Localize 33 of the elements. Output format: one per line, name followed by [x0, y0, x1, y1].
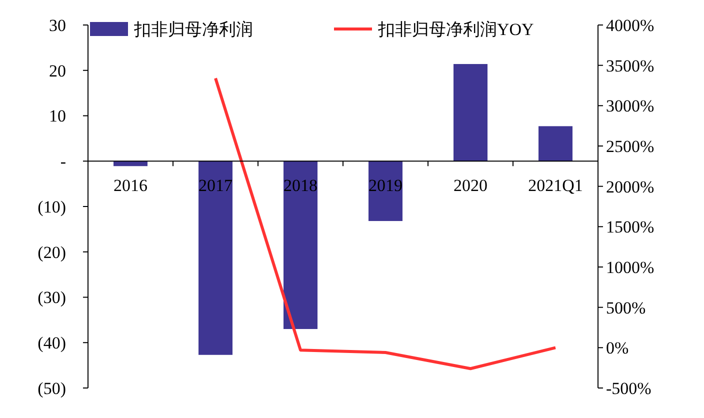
y-tick-label: 10: [49, 106, 66, 126]
x-tick-label: 2016: [114, 176, 148, 196]
y2-tick-label: 3000%: [606, 96, 654, 116]
y2-tick-label: 1500%: [606, 218, 654, 237]
y-tick-label: -: [60, 152, 66, 172]
y2-tick-label: 1000%: [606, 258, 654, 277]
y-tick-label: (50): [38, 378, 66, 398]
x-tick-label: 2018: [284, 176, 318, 196]
y2-tick-label: -500%: [606, 378, 652, 398]
legend-label: 扣非归母净利润: [133, 20, 253, 39]
x-tick-label: 2020: [454, 176, 488, 196]
x-tick-label: 2017: [198, 176, 233, 196]
y2-tick-label: 3500%: [606, 56, 654, 76]
bar: [454, 64, 488, 162]
bar: [368, 161, 402, 222]
y-tick-label: (40): [38, 334, 66, 353]
y-tick-label: (30): [38, 288, 66, 308]
bar: [114, 161, 148, 166]
x-tick-label: 2019: [368, 176, 402, 196]
legend-label: 扣非归母净利润YOY: [377, 20, 534, 39]
y-tick-label: (20): [38, 242, 66, 262]
y2-tick-label: 0%: [606, 338, 629, 358]
y-tick-label: 30: [49, 16, 66, 35]
x-tick-label: 2021Q1: [528, 176, 583, 196]
y2-tick-label: 500%: [606, 298, 646, 318]
bar: [284, 161, 318, 330]
y-tick-label: (10): [38, 197, 66, 216]
bar: [198, 161, 232, 355]
y2-tick-label: 2000%: [606, 177, 654, 196]
y-tick-label: 20: [49, 61, 66, 80]
y2-tick-label: 4000%: [606, 16, 654, 35]
y2-tick-label: 2500%: [606, 136, 654, 156]
bar: [538, 126, 572, 162]
